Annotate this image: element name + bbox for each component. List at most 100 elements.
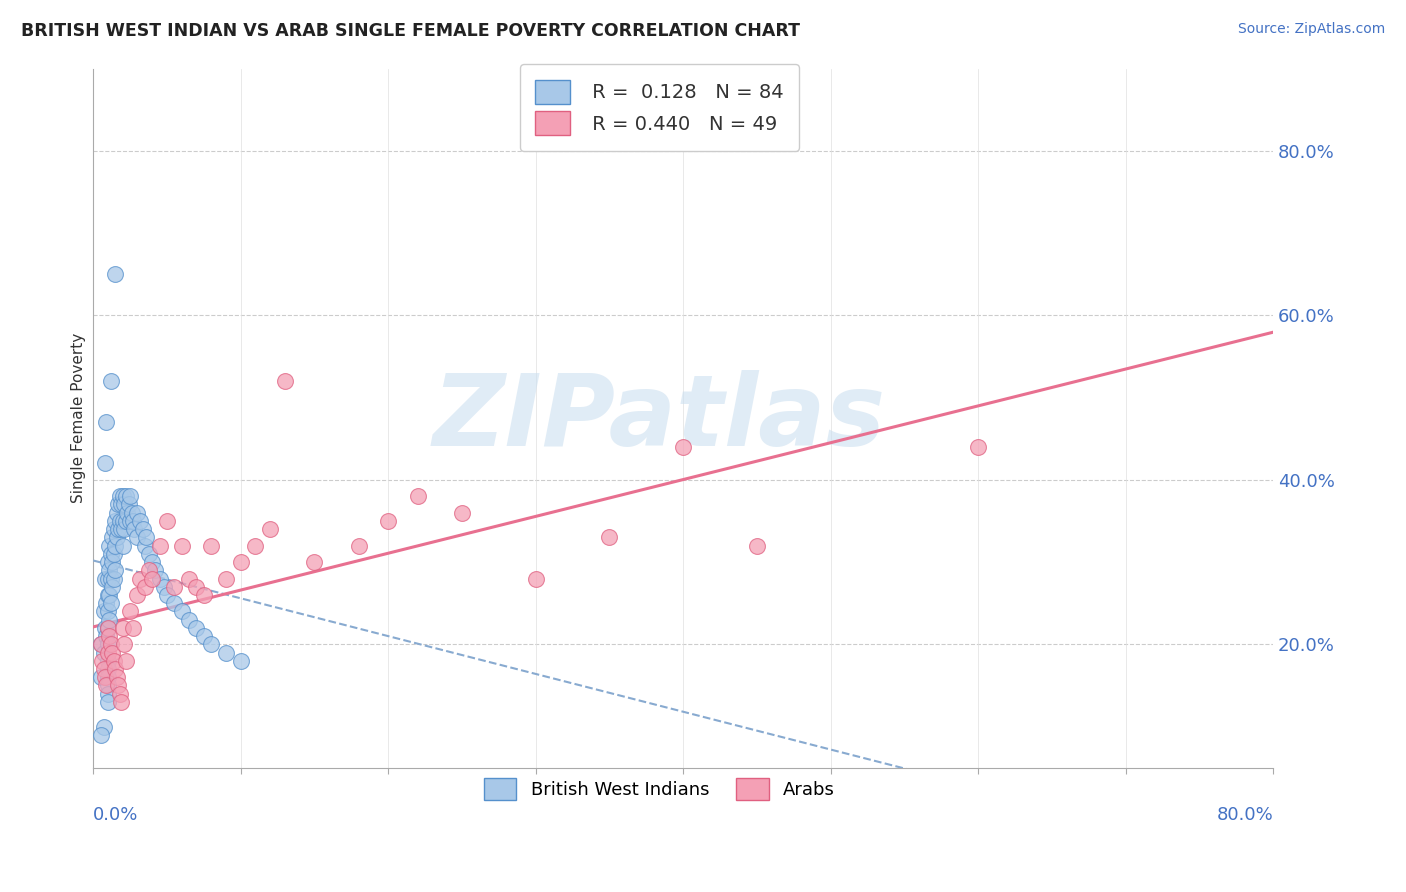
Point <box>111 621 134 635</box>
Point <box>274 374 297 388</box>
Point <box>93 646 115 660</box>
Point <box>96 415 118 429</box>
Point <box>112 498 135 512</box>
Point <box>100 547 122 561</box>
Point <box>115 506 138 520</box>
Point <box>97 621 120 635</box>
Point <box>114 654 136 668</box>
Point <box>163 596 186 610</box>
Point <box>104 514 127 528</box>
Point <box>108 489 131 503</box>
Point <box>112 522 135 536</box>
Point <box>90 728 112 742</box>
Point <box>97 670 120 684</box>
Point <box>229 654 252 668</box>
Text: BRITISH WEST INDIAN VS ARAB SINGLE FEMALE POVERTY CORRELATION CHART: BRITISH WEST INDIAN VS ARAB SINGLE FEMAL… <box>21 22 800 40</box>
Point <box>100 572 122 586</box>
Point <box>100 374 122 388</box>
Point <box>124 522 146 536</box>
Point <box>118 489 141 503</box>
Point <box>127 506 149 520</box>
Point <box>377 514 399 528</box>
Point <box>108 687 131 701</box>
Point <box>98 539 121 553</box>
Point <box>97 637 120 651</box>
Point <box>105 506 128 520</box>
Point <box>143 563 166 577</box>
Point <box>96 629 118 643</box>
Point <box>672 440 695 454</box>
Point <box>170 604 193 618</box>
Point <box>177 613 200 627</box>
Point <box>215 572 238 586</box>
Point <box>98 613 121 627</box>
Point <box>134 539 156 553</box>
Point <box>97 662 120 676</box>
Point <box>97 572 120 586</box>
Point <box>153 580 176 594</box>
Point <box>156 588 179 602</box>
Point <box>104 539 127 553</box>
Point <box>186 621 208 635</box>
Point <box>200 637 222 651</box>
Point <box>97 555 120 569</box>
Point <box>103 654 125 668</box>
Point <box>101 530 124 544</box>
Point <box>524 572 547 586</box>
Point <box>90 637 112 651</box>
Point <box>114 489 136 503</box>
Point <box>104 662 127 676</box>
Legend: British West Indians, Arabs: British West Indians, Arabs <box>477 772 842 807</box>
Point <box>138 547 160 561</box>
Text: 0.0%: 0.0% <box>93 806 139 824</box>
Point <box>215 646 238 660</box>
Point <box>156 514 179 528</box>
Point <box>163 580 186 594</box>
Point <box>100 637 122 651</box>
Point <box>138 563 160 577</box>
Point <box>127 588 149 602</box>
Point <box>117 498 139 512</box>
Point <box>97 678 120 692</box>
Point <box>347 539 370 553</box>
Point <box>114 514 136 528</box>
Point <box>134 580 156 594</box>
Point <box>93 604 115 618</box>
Point <box>451 506 474 520</box>
Point <box>101 646 124 660</box>
Point <box>170 539 193 553</box>
Point <box>91 654 114 668</box>
Point <box>121 506 143 520</box>
Point <box>193 629 215 643</box>
Point <box>148 539 170 553</box>
Point <box>141 555 163 569</box>
Point <box>148 572 170 586</box>
Point <box>103 572 125 586</box>
Point <box>111 514 134 528</box>
Point <box>104 267 127 281</box>
Point <box>186 580 208 594</box>
Point <box>104 563 127 577</box>
Point <box>177 572 200 586</box>
Point <box>598 530 620 544</box>
Point <box>94 572 117 586</box>
Text: 80.0%: 80.0% <box>1216 806 1272 824</box>
Point <box>129 514 152 528</box>
Point <box>94 621 117 635</box>
Point <box>406 489 429 503</box>
Point <box>122 621 145 635</box>
Point <box>107 678 129 692</box>
Point <box>98 629 121 643</box>
Text: Source: ZipAtlas.com: Source: ZipAtlas.com <box>1237 22 1385 37</box>
Point <box>100 596 122 610</box>
Point <box>101 580 124 594</box>
Point <box>118 514 141 528</box>
Point <box>745 539 768 553</box>
Point <box>97 621 120 635</box>
Point <box>245 539 267 553</box>
Point <box>103 547 125 561</box>
Point <box>101 555 124 569</box>
Point <box>97 604 120 618</box>
Point <box>141 572 163 586</box>
Point <box>90 670 112 684</box>
